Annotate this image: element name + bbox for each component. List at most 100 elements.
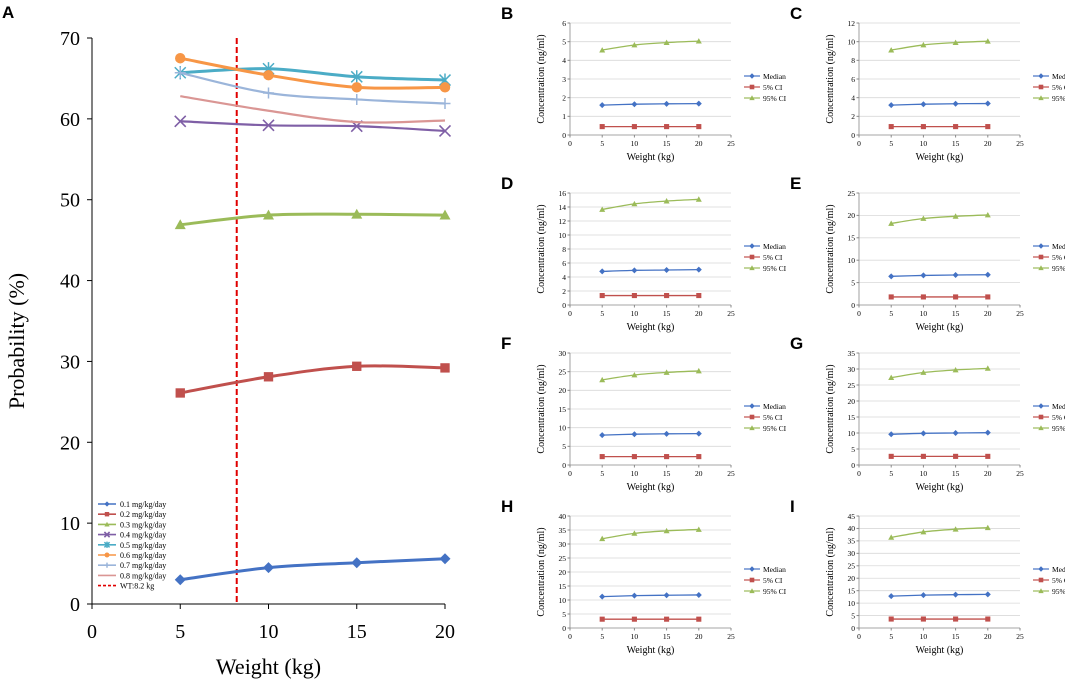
y-tick-label: 6 — [562, 19, 566, 28]
panel-f-chart: F 0 5 10 15 20 25 30 0 5 10 15 20 25 Weight (kg) Concen… — [501, 334, 787, 493]
y-tick-label: 15 — [559, 582, 567, 591]
data-point — [663, 198, 670, 204]
data-point — [952, 100, 959, 107]
panel-label-e: E — [790, 174, 801, 193]
y-tick-label: 20 — [60, 432, 80, 454]
data-point — [174, 574, 186, 586]
y-tick-label: 0 — [562, 624, 566, 633]
x-tick-label: 5 — [600, 139, 604, 148]
series-line-Median — [891, 593, 988, 597]
data-point — [631, 592, 638, 599]
y-axis-title: Probability (%) — [4, 273, 29, 409]
data-point — [664, 293, 670, 299]
x-tick-label: 25 — [727, 632, 735, 641]
legend-label: Median — [763, 242, 786, 251]
data-point — [663, 369, 670, 375]
legend-marker — [749, 403, 755, 409]
data-point — [695, 591, 702, 598]
x-tick-label: 15 — [663, 139, 671, 148]
y-tick-label: 0 — [562, 461, 566, 470]
data-point — [984, 211, 991, 218]
x-tick-label: 15 — [663, 309, 671, 318]
legend-label: 95% CI — [1052, 587, 1065, 596]
data-point — [263, 69, 274, 81]
legend-label: 0.4 mg/kg/day — [120, 531, 166, 540]
data-point — [664, 124, 670, 130]
panel-label-c: C — [790, 4, 802, 23]
data-point — [952, 271, 959, 278]
legend-label: 0.8 mg/kg/day — [120, 571, 166, 580]
data-point — [663, 267, 670, 273]
x-tick-label: 25 — [1016, 632, 1024, 641]
x-tick-label: 5 — [889, 469, 893, 478]
y-tick-label: 12 — [559, 217, 567, 226]
data-point — [599, 535, 606, 542]
data-point — [888, 534, 895, 540]
x-tick-label: 10 — [920, 309, 928, 318]
y-axis-title: Concentration (ng/ml) — [825, 527, 836, 616]
legend-marker — [749, 566, 755, 572]
data-point — [599, 454, 605, 460]
x-tick-label: 0 — [857, 139, 861, 148]
legend-label: 0.1 mg/kg/day — [120, 500, 166, 509]
data-point — [696, 616, 702, 622]
y-tick-label: 4 — [562, 56, 566, 65]
legend-marker — [1038, 414, 1044, 420]
x-axis-title: Weight (kg) — [627, 322, 675, 333]
panel-c-chart: C 0 2 4 6 8 10 12 0 5 10 15 20 25 Weight (kg) Concentra… — [790, 4, 1065, 163]
y-tick-label: 5 — [562, 37, 566, 46]
x-axis-title: Weight (kg) — [916, 152, 964, 163]
data-point — [952, 591, 959, 598]
x-axis-title: Weight (kg) — [627, 482, 675, 493]
panel-d-chart: D 0 2 4 6 8 10 12 14 16 0 5 10 15 20 25 Weight (kg) Conce… — [501, 174, 787, 333]
y-tick-label: 25 — [848, 189, 856, 198]
x-axis-title: Weight (kg) — [627, 152, 675, 163]
data-point — [920, 430, 927, 437]
legend-marker — [749, 414, 755, 420]
panel-label-b: B — [501, 4, 513, 23]
data-point — [888, 294, 894, 300]
legend-label: 5% CI — [1052, 253, 1065, 262]
x-tick-label: 5 — [889, 139, 893, 148]
x-axis-title: Weight (kg) — [216, 654, 321, 679]
x-tick-label: 20 — [984, 139, 992, 148]
data-point — [263, 209, 274, 220]
data-point — [952, 430, 959, 436]
legend-label: Median — [763, 72, 786, 81]
x-tick-label: 20 — [695, 139, 703, 148]
legend-marker — [103, 531, 111, 538]
data-point — [664, 616, 670, 622]
data-point — [438, 124, 452, 138]
data-point — [984, 429, 991, 436]
y-tick-label: 20 — [848, 574, 856, 583]
y-axis-title: Concentration (ng/ml) — [536, 364, 547, 453]
y-tick-label: 0 — [851, 131, 855, 140]
series-line-95-CI — [602, 528, 699, 540]
data-point — [920, 453, 926, 459]
data-point — [888, 220, 895, 226]
series-line-0-1-mg-kg-day — [180, 557, 446, 582]
legend-label: 95% CI — [763, 424, 787, 433]
data-point — [663, 592, 670, 599]
x-tick-label: 20 — [695, 469, 703, 478]
legend-marker — [749, 425, 755, 431]
data-point — [695, 430, 702, 437]
data-point — [599, 616, 605, 622]
data-point — [920, 616, 926, 622]
series-line-95-CI — [602, 370, 699, 381]
y-tick-label: 25 — [848, 562, 856, 571]
data-point — [888, 431, 895, 438]
y-tick-label: 40 — [559, 512, 567, 521]
data-point — [696, 454, 702, 460]
series-line-Median — [602, 432, 699, 436]
legend-marker — [1038, 254, 1044, 260]
y-tick-label: 0 — [851, 461, 855, 470]
data-point — [888, 102, 895, 109]
legend-marker — [749, 243, 755, 249]
x-tick-label: 25 — [727, 309, 735, 318]
y-tick-label: 30 — [60, 351, 80, 373]
y-tick-label: 10 — [848, 256, 856, 265]
data-point — [984, 591, 991, 598]
y-tick-label: 10 — [848, 37, 856, 46]
data-point — [631, 267, 638, 274]
